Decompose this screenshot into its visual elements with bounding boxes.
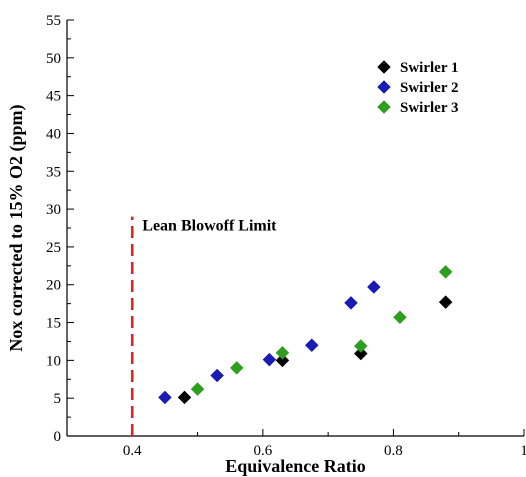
data-point bbox=[275, 353, 290, 368]
x-tick-label: 0.4 bbox=[123, 443, 142, 459]
y-tick-label: 55 bbox=[46, 13, 61, 29]
data-point bbox=[344, 296, 358, 310]
x-axis-label: Equivalence Ratio bbox=[225, 456, 366, 476]
data-point bbox=[190, 382, 205, 396]
lean-blowoff-label: Lean Blowoff Limit bbox=[142, 218, 277, 235]
x-tick-label: 0.6 bbox=[253, 443, 272, 459]
y-tick-label: 20 bbox=[46, 278, 61, 294]
y-tick-label: 15 bbox=[46, 316, 61, 332]
data-point bbox=[438, 265, 453, 279]
data-point bbox=[275, 345, 290, 360]
legend-label: Swirler 2 bbox=[400, 80, 458, 96]
data-point bbox=[366, 280, 381, 294]
legend-marker bbox=[377, 60, 391, 74]
data-points bbox=[158, 265, 453, 405]
data-point bbox=[262, 352, 277, 367]
data-point bbox=[393, 310, 407, 325]
legend-marker bbox=[377, 100, 391, 114]
series-1 bbox=[177, 295, 453, 405]
x-tick-label: 1 bbox=[520, 443, 526, 459]
data-point bbox=[177, 390, 192, 405]
y-tick-label: 10 bbox=[46, 353, 61, 369]
legend-label: Swirler 3 bbox=[400, 100, 458, 116]
y-axis-label: Nox corrected to 15% O2 (ppm) bbox=[6, 104, 27, 351]
data-point bbox=[158, 390, 172, 405]
data-point bbox=[353, 346, 368, 361]
data-point bbox=[229, 361, 244, 375]
series-3 bbox=[190, 265, 453, 396]
y-tick-label: 50 bbox=[46, 51, 61, 67]
series-2 bbox=[158, 280, 381, 405]
data-point bbox=[304, 338, 319, 353]
axes: 0 5 10 15 20 25 30 35 40 45 50 55 0.4 0.6 0.8 1 bbox=[46, 13, 526, 459]
legend: Swirler 1 Swirler 2 Swirler 3 bbox=[377, 60, 458, 116]
y-tick-label: 25 bbox=[46, 240, 61, 256]
legend-marker bbox=[377, 80, 391, 94]
y-tick-label: 40 bbox=[46, 126, 61, 142]
y-tick-label: 35 bbox=[46, 164, 61, 180]
legend-label: Swirler 1 bbox=[400, 60, 458, 76]
annotations: Lean Blowoff Limit bbox=[131, 216, 277, 436]
x-tick-label: 0.8 bbox=[384, 443, 403, 459]
y-tick-label: 5 bbox=[54, 391, 62, 407]
y-tick-label: 45 bbox=[46, 89, 61, 105]
data-point bbox=[353, 339, 368, 353]
y-tick-label: 30 bbox=[46, 202, 61, 218]
data-point bbox=[438, 295, 453, 309]
data-point bbox=[210, 368, 225, 383]
y-tick-label: 0 bbox=[54, 429, 62, 445]
